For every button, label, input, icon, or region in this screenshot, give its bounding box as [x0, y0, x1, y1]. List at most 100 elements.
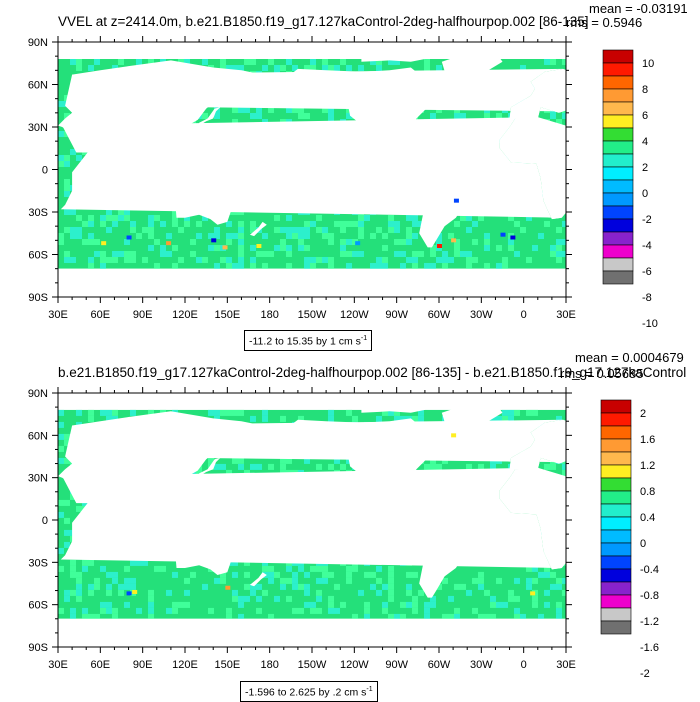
- ocean-texture-cell: [520, 613, 526, 620]
- ocean-texture-cell: [94, 59, 100, 65]
- ocean-texture-cell: [76, 409, 82, 416]
- colorbar-label: -0.4: [640, 564, 659, 576]
- ocean-texture-cell: [214, 463, 220, 470]
- ocean-texture-cell: [514, 607, 520, 614]
- ocean-texture-cell: [454, 221, 460, 227]
- ocean-texture-cell: [118, 59, 124, 65]
- ocean-texture-cell: [118, 583, 124, 590]
- ocean-texture-cell: [238, 221, 244, 227]
- ocean-texture-cell: [148, 607, 154, 614]
- colorbar-swatch: [600, 542, 632, 557]
- anomaly-spot: [211, 238, 217, 243]
- ocean-texture-cell: [70, 257, 76, 263]
- ocean-texture-cell: [418, 221, 424, 227]
- ocean-texture-cell: [214, 409, 220, 416]
- anomaly-spot: [451, 238, 457, 243]
- ocean-texture-cell: [346, 409, 352, 416]
- ocean-texture-cell: [106, 257, 112, 263]
- ocean-texture-cell: [172, 245, 178, 251]
- ocean-texture-cell: [172, 607, 178, 614]
- ocean-texture-cell: [556, 239, 562, 245]
- ocean-texture-cell: [220, 257, 226, 263]
- ocean-texture-cell: [106, 571, 112, 578]
- ocean-texture-cell: [460, 583, 466, 590]
- y-tick-label: 30N: [28, 473, 48, 485]
- central-america-land: [386, 494, 415, 509]
- ocean-texture-cell: [280, 463, 286, 470]
- ocean-texture-cell: [376, 589, 382, 596]
- ocean-texture-cell: [436, 233, 442, 239]
- ocean-texture-cell: [382, 263, 388, 269]
- x-tick-label: 150W: [298, 659, 327, 671]
- panel2-rms: rms = 0.05685: [560, 366, 644, 381]
- ocean-texture-cell: [100, 251, 106, 257]
- ocean-texture-cell: [370, 571, 376, 578]
- panel2-colorbar: 2 1.6 1.2 0.8 0.4 0 -0.4 -0.8 -1.2 -1.6 -2: [600, 399, 659, 680]
- ocean-texture-cell: [550, 463, 556, 470]
- ocean-texture-cell: [250, 59, 256, 65]
- ocean-texture-cell: [406, 215, 412, 221]
- ocean-texture-cell: [298, 583, 304, 590]
- ocean-texture-cell: [502, 409, 508, 416]
- colorbar-swatch: [600, 620, 632, 635]
- x-tick-label: 90E: [133, 309, 153, 321]
- x-tick-label: 90E: [133, 659, 153, 671]
- ocean-texture-cell: [532, 577, 538, 584]
- ocean-texture-cell: [64, 185, 70, 191]
- ocean-texture-cell: [430, 457, 436, 464]
- colorbar-label: -6: [642, 266, 652, 278]
- colorbar-label: 8: [642, 84, 648, 96]
- ocean-texture-cell: [388, 59, 394, 65]
- ocean-texture-cell: [130, 577, 136, 584]
- ocean-texture-cell: [418, 251, 424, 257]
- asia-land: [58, 411, 284, 519]
- ocean-texture-cell: [184, 577, 190, 584]
- ocean-texture-cell: [58, 409, 64, 416]
- ocean-texture-cell: [382, 409, 388, 416]
- ocean-texture-cell: [250, 263, 256, 269]
- ocean-texture-cell: [94, 583, 100, 590]
- colorbar-swatch: [600, 516, 632, 531]
- ocean-texture-cell: [556, 245, 562, 251]
- ocean-texture-cell: [58, 233, 64, 239]
- ocean-texture-cell: [406, 233, 412, 239]
- ocean-texture-cell: [232, 571, 238, 578]
- ocean-texture-cell: [268, 565, 274, 572]
- y-tick-label: 30S: [28, 557, 48, 569]
- ocean-texture-cell: [328, 233, 334, 239]
- ocean-texture-cell: [376, 577, 382, 584]
- ocean-texture-cell: [328, 415, 334, 422]
- ocean-texture-cell: [82, 565, 88, 572]
- ocean-texture-cell: [148, 227, 154, 233]
- ocean-texture-cell: [394, 251, 400, 257]
- x-tick-label: 60W: [428, 309, 451, 321]
- ocean-texture-cell: [292, 577, 298, 584]
- ocean-texture-cell: [88, 215, 94, 221]
- anomaly-spot: [126, 235, 132, 240]
- ocean-texture-cell: [148, 613, 154, 620]
- ocean-texture-cell: [88, 583, 94, 590]
- ocean-texture-cell: [58, 499, 64, 506]
- ocean-texture-cell: [454, 113, 460, 119]
- ocean-texture-cell: [370, 59, 376, 65]
- colorbar-label: 6: [642, 110, 648, 122]
- colorbar-swatch: [600, 490, 632, 505]
- colorbar-label: 1.6: [640, 434, 655, 446]
- madagascar-land: [77, 186, 87, 205]
- ocean-texture-cell: [268, 463, 274, 470]
- ocean-texture-cell: [508, 415, 514, 422]
- ocean-texture-cell: [430, 601, 436, 608]
- ocean-texture-cell: [106, 415, 112, 422]
- antarctica-land: [58, 268, 566, 297]
- ocean-texture-cell: [262, 565, 268, 572]
- ocean-texture-cell: [358, 227, 364, 233]
- panel1-rms: rms = 0.5946: [566, 15, 643, 30]
- ocean-texture-cell: [508, 245, 514, 251]
- ocean-texture-cell: [310, 257, 316, 263]
- south-america-land: [413, 508, 475, 598]
- x-tick-label: 30W: [470, 659, 493, 671]
- anomaly-spot: [510, 235, 516, 240]
- ocean-texture-cell: [466, 215, 472, 221]
- ocean-texture-cell: [280, 227, 286, 233]
- anomaly-spot: [500, 232, 506, 237]
